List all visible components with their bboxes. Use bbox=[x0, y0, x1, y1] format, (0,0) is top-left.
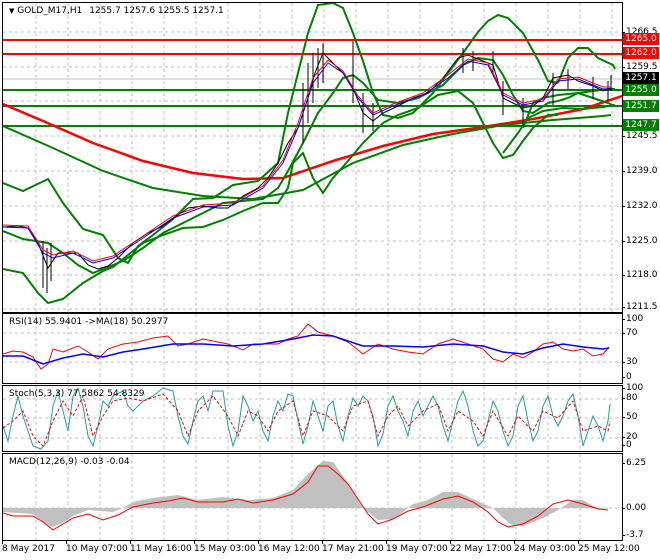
level-label-support: 1247.7 bbox=[623, 119, 659, 131]
time-tick: 15 May 03:00 bbox=[194, 541, 256, 554]
price-tick: 1239.0 bbox=[622, 166, 658, 176]
stoch-tick: 100 bbox=[621, 383, 644, 393]
price-axis: 1266.5 1259.5 1245.5 1239.0 1232.0 1225.… bbox=[622, 2, 660, 312]
level-label-resistance: 1262.0 bbox=[623, 47, 659, 59]
macd-axis: 6.25 0.00 -3.7 bbox=[621, 453, 660, 540]
time-axis: 8 May 2017 10 May 07:00 11 May 16:00 15 … bbox=[2, 541, 660, 560]
time-tick: 17 May 21:00 bbox=[322, 541, 384, 554]
price-chart-panel[interactable]: ▼ GOLD_M17,H1 1255.7 1257.6 1255.5 1257.… bbox=[2, 2, 623, 313]
stochastic-axis: 100 80 50 20 0 bbox=[621, 383, 660, 450]
level-label-support: 1255.0 bbox=[623, 84, 659, 96]
macd-tick: -3.7 bbox=[622, 530, 644, 540]
price-tick: 1211.5 bbox=[622, 302, 658, 312]
stoch-tick: 80 bbox=[621, 393, 638, 403]
stoch-tick: 50 bbox=[621, 412, 638, 422]
collapse-triangle-icon[interactable]: ▼ bbox=[9, 7, 15, 15]
rsi-tick: 0 bbox=[622, 372, 632, 382]
time-tick: 16 May 12:00 bbox=[258, 541, 320, 554]
time-tick: 10 May 07:00 bbox=[66, 541, 128, 554]
price-tick: 1259.5 bbox=[622, 62, 658, 72]
price-chart-canvas bbox=[3, 3, 622, 312]
stochastic-title: Stoch(5,3,3) 77.5862 54.8329 bbox=[9, 389, 145, 399]
price-tick: 1225.0 bbox=[622, 236, 658, 246]
macd-tick: 0.00 bbox=[621, 503, 647, 513]
stoch-tick: 20 bbox=[621, 432, 638, 442]
price-tick: 1232.0 bbox=[622, 201, 658, 211]
level-label-support: 1251.7 bbox=[623, 100, 659, 112]
rsi-tick: 70 bbox=[621, 328, 638, 338]
stoch-tick: 0 bbox=[622, 440, 632, 450]
time-tick: 25 May 12:00 bbox=[578, 541, 640, 554]
price-tick: 1266.5 bbox=[622, 27, 658, 37]
time-tick: 11 May 16:00 bbox=[130, 541, 192, 554]
rsi-tick: 30 bbox=[621, 357, 638, 367]
macd-canvas bbox=[3, 454, 622, 540]
level-label-resistance: 1265.0 bbox=[623, 33, 659, 45]
macd-panel[interactable]: MACD(12,26,9) -0.03 -0.04 bbox=[2, 453, 623, 541]
current-price-label: 1257.1 bbox=[623, 72, 659, 84]
rsi-canvas bbox=[3, 314, 622, 383]
time-tick: 22 May 17:00 bbox=[450, 541, 512, 554]
time-tick: 19 May 07:00 bbox=[386, 541, 448, 554]
price-chart-title: ▼ GOLD_M17,H1 1255.7 1257.6 1255.5 1257.… bbox=[9, 6, 224, 16]
stochastic-panel[interactable]: Stoch(5,3,3) 77.5862 54.8329 bbox=[2, 385, 623, 452]
rsi-panel[interactable]: RSI(14) 55.9401 ->MA(18) 50.2977 bbox=[2, 313, 623, 384]
rsi-title: RSI(14) 55.9401 ->MA(18) 50.2977 bbox=[9, 317, 169, 327]
price-tick: 1245.5 bbox=[622, 131, 658, 141]
macd-tick: 6.25 bbox=[621, 458, 647, 468]
rsi-tick: 100 bbox=[621, 314, 644, 324]
price-tick: 1218.0 bbox=[622, 270, 658, 280]
rsi-axis: 100 70 30 0 bbox=[621, 313, 660, 382]
time-tick: 8 May 2017 bbox=[2, 541, 55, 554]
symbol-title: GOLD_M17,H1 bbox=[17, 6, 83, 16]
stochastic-canvas bbox=[3, 386, 622, 451]
ohlc-values: 1255.7 1257.6 1255.5 1257.1 bbox=[89, 6, 224, 16]
macd-title: MACD(12,26,9) -0.03 -0.04 bbox=[9, 457, 130, 467]
time-tick: 24 May 03:00 bbox=[514, 541, 576, 554]
